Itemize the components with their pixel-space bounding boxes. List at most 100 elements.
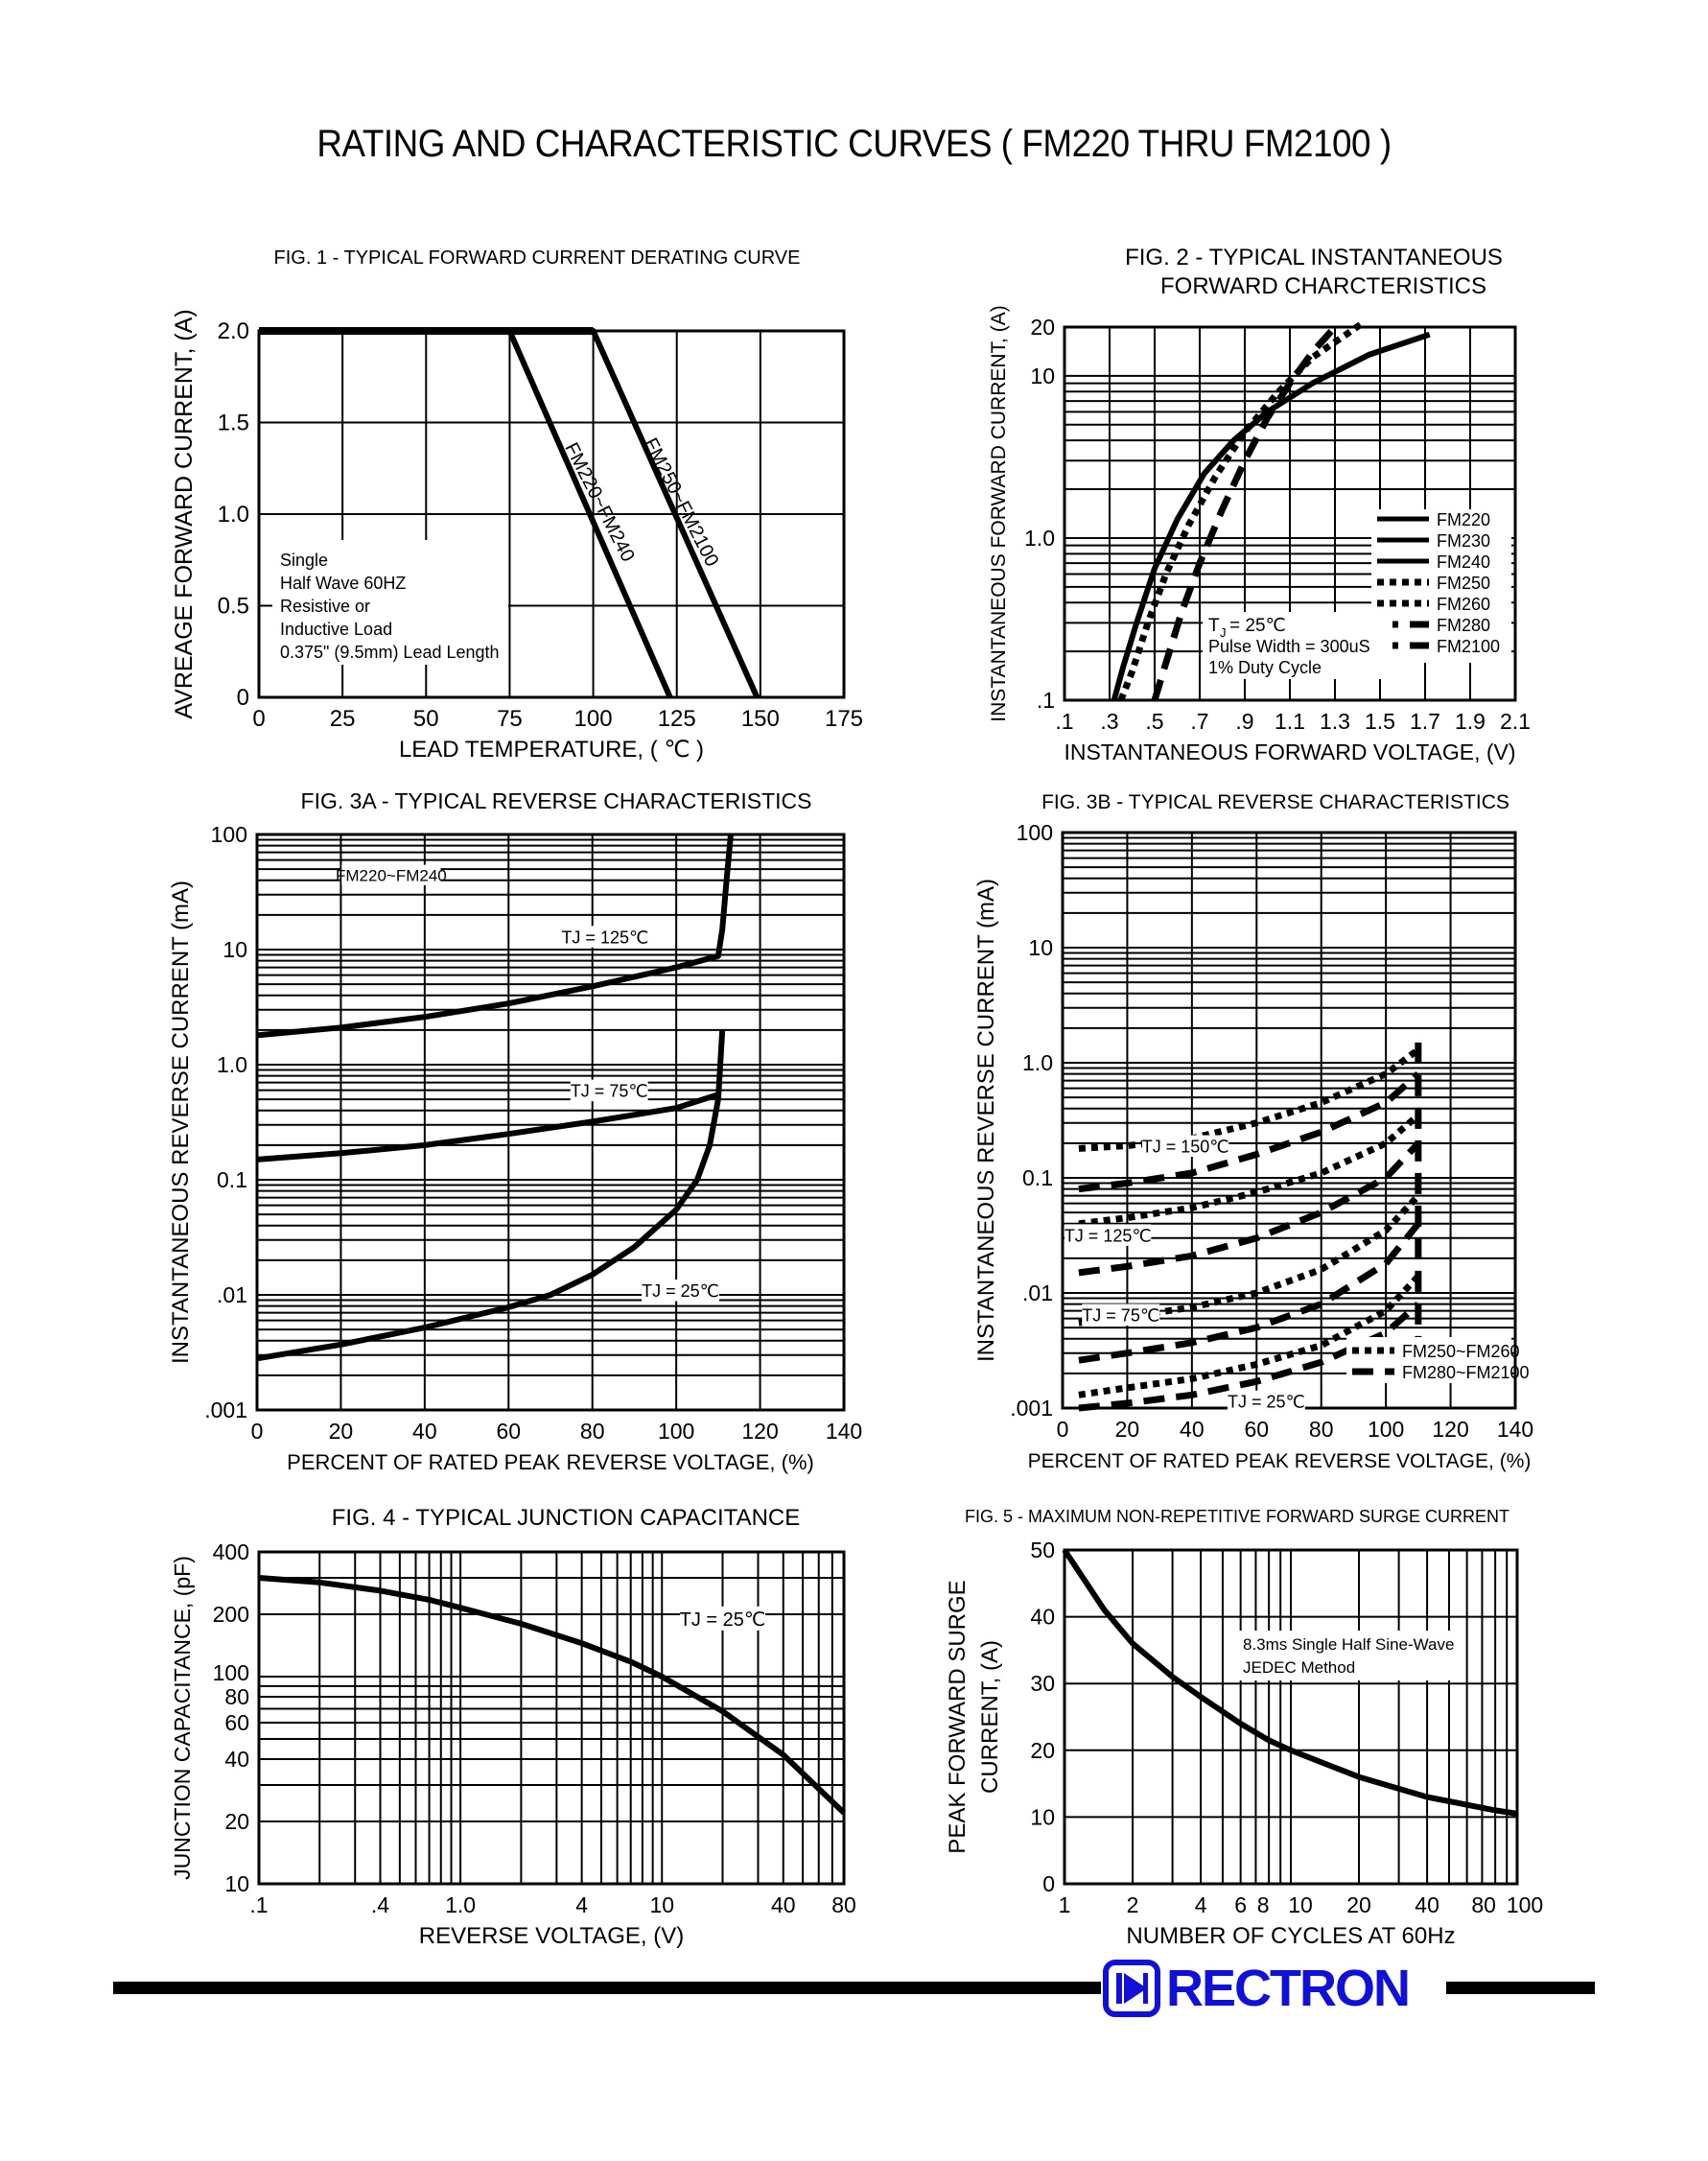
legend-label: FM260 — [1437, 595, 1490, 614]
x-tick-label: .5 — [1145, 709, 1163, 734]
annotation-line: Resistive or — [280, 597, 370, 616]
chart-title: FORWARD CHARCTERISTICS — [1160, 273, 1486, 299]
x-tick-label: 4 — [1195, 1892, 1207, 1917]
x-tick-label: 80 — [831, 1892, 856, 1917]
y-tick-label: 20 — [1030, 315, 1055, 340]
x-axis-label: NUMBER OF CYCLES AT 60Hz — [1126, 1923, 1455, 1949]
x-tick-label: 0 — [1057, 1417, 1069, 1442]
y-tick-label: .001 — [1010, 1396, 1053, 1421]
x-tick-label: 60 — [496, 1419, 521, 1444]
series-line-FM220 — [1111, 331, 1431, 701]
series-line-FM280 — [1151, 324, 1338, 702]
x-tick-label: 75 — [497, 706, 523, 732]
brand-name: RECTRON — [1166, 1960, 1411, 2017]
x-tick-label: 80 — [1309, 1417, 1334, 1442]
series-label: TJ = 150℃ — [1142, 1138, 1229, 1157]
series-line-5 — [1078, 1193, 1421, 1327]
series-line-2 — [256, 1092, 719, 1163]
y-axis-label: JUNCTION CAPACITANCE, (pF) — [170, 1556, 195, 1880]
series-label: TJ = 25℃ — [680, 1609, 766, 1631]
annotation-subscript: J — [1220, 625, 1227, 640]
x-axis-label: REVERSE VOLTAGE, (V) — [419, 1923, 685, 1949]
x-tick-label: 40 — [412, 1419, 437, 1444]
series-label: TJ = 75℃ — [1082, 1305, 1159, 1325]
series-line-7 — [1078, 1274, 1421, 1398]
x-tick-label: 1 — [1059, 1892, 1071, 1917]
x-tick-label: 2 — [1127, 1892, 1139, 1917]
legend-label: FM250~FM260 — [1402, 1342, 1520, 1361]
series-line-3 — [1078, 1113, 1421, 1228]
annotation-line: Inductive Load — [280, 620, 392, 639]
x-axis-label: LEAD TEMPERATURE, ( ℃ ) — [399, 737, 704, 763]
chart-title: FIG. 3A - TYPICAL REVERSE CHARACTERISTIC… — [301, 788, 812, 813]
x-tick-label: .1 — [249, 1892, 268, 1917]
x-tick-label: 1.3 — [1320, 709, 1350, 734]
x-tick-label: .3 — [1100, 709, 1118, 734]
plot-frame — [257, 1550, 846, 1886]
y-tick-label: 100 — [1017, 820, 1053, 845]
annotation-bg — [272, 540, 508, 665]
y-tick-label: 400 — [213, 1539, 249, 1564]
series-label: TJ = 25℃ — [1228, 1393, 1305, 1412]
chart-title: FIG. 3B - TYPICAL REVERSE CHARACTERISTIC… — [1041, 791, 1509, 813]
y-tick-label: 10 — [1030, 1804, 1055, 1829]
legend-bg — [1346, 1337, 1511, 1383]
series-label: TJ = 125℃ — [1065, 1226, 1152, 1245]
legend-label: FM2100 — [1437, 637, 1500, 656]
y-tick-label: 40 — [224, 1747, 249, 1772]
y-tick-label: 0.5 — [218, 594, 249, 620]
y-tick-label: 2.0 — [218, 318, 249, 344]
legend-label: FM220 — [1437, 510, 1490, 529]
y-tick-label: 0.1 — [217, 1167, 247, 1192]
y-tick-label: 20 — [224, 1809, 249, 1834]
x-tick-label: 175 — [825, 706, 863, 732]
x-tick-label: 20 — [329, 1419, 354, 1444]
x-tick-label: 40 — [1180, 1417, 1205, 1442]
y-tick-label: 0 — [1042, 1871, 1055, 1896]
series-line-1 — [258, 1575, 847, 1816]
series-label: TJ = 125℃ — [561, 928, 648, 947]
y-tick-label: 40 — [1030, 1605, 1055, 1630]
footer-rule-left — [113, 1982, 1101, 1994]
series-line-1 — [1062, 1548, 1518, 1817]
plot-frame — [1063, 1548, 1519, 1886]
rectron-logo-icon — [1103, 1960, 1160, 2017]
annotation-line: 8.3ms Single Half Sine-Wave — [1243, 1635, 1454, 1654]
annotation-bg — [1203, 612, 1392, 679]
plot-frame — [1063, 325, 1517, 702]
x-tick-label: 20 — [1346, 1892, 1371, 1917]
y-tick-label: 1.5 — [218, 411, 249, 436]
y-tick-label: .1 — [1037, 688, 1055, 713]
x-tick-label: 140 — [1497, 1417, 1533, 1442]
x-tick-label: 1.7 — [1410, 709, 1440, 734]
annotation-line: Half Wave 60HZ — [280, 574, 406, 593]
annotation-line: JEDEC Method — [1243, 1658, 1355, 1677]
x-tick-label: 0 — [251, 1419, 264, 1444]
series-label: FM250~FM2100 — [640, 435, 722, 570]
fig4-chart: .1.4 1.0 4 10 40 801020406080100200400REVERSE… — [170, 1505, 856, 1949]
fig3b-chart: 0 20 40 60 80 100 120 140 .001 .01 0.1 1.0 10 100 PERC… — [973, 791, 1533, 1472]
series-label-bg — [1141, 1135, 1229, 1158]
y-tick-label: 10 — [1030, 364, 1055, 388]
y-tick-label: .001 — [204, 1398, 247, 1422]
y-tick-label: .01 — [217, 1282, 247, 1307]
annotation-line: Single — [280, 551, 328, 570]
x-tick-label: 0 — [252, 706, 265, 732]
series-label: TJ = 75℃ — [571, 1082, 648, 1101]
annotation-line: 1% Duty Cycle — [1208, 658, 1322, 677]
y-tick-label: .01 — [1022, 1280, 1053, 1305]
y-axis-label: CURRENT, (A) — [977, 1640, 1003, 1794]
x-tick-label: 120 — [741, 1419, 778, 1444]
chart-title: FIG. 5 - MAXIMUM NON-REPETITIVE FORWARD … — [965, 1507, 1509, 1526]
x-tick-label: 80 — [580, 1419, 605, 1444]
series-label-bg — [570, 1079, 648, 1102]
x-tick-label: 8 — [1257, 1892, 1270, 1917]
x-tick-label: 1.5 — [1365, 709, 1395, 734]
series-label: TJ = 25℃ — [642, 1281, 719, 1301]
y-axis-label: INSTANTANEOUS REVERSE CURRENT (mA) — [973, 879, 999, 1362]
x-tick-label: 1.1 — [1275, 709, 1305, 734]
x-tick-label: .7 — [1190, 709, 1208, 734]
x-tick-label: 80 — [1471, 1892, 1496, 1917]
fig1-chart: 0 25 50 75 100 125 150 175 0 0.5 1.0 1.5 2.0 LEAD TEM… — [171, 247, 863, 763]
x-tick-label: 1.0 — [445, 1892, 476, 1917]
